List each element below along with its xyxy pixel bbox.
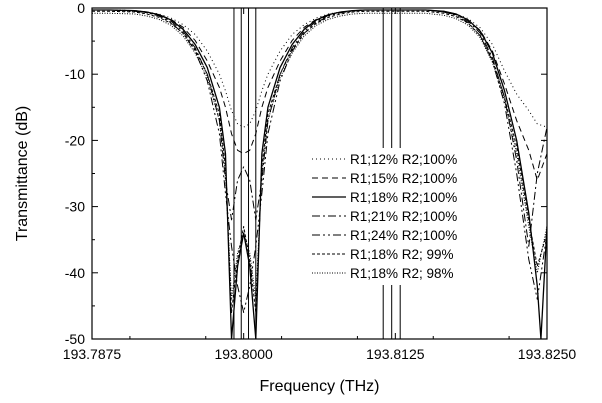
series-line-7 xyxy=(92,12,547,300)
y-tick-label-2: -20 xyxy=(65,132,85,148)
y-tick-label-5: -50 xyxy=(65,331,85,347)
y-tick-label-3: -30 xyxy=(65,199,85,215)
legend-label-6: R1;18% R2; 99% xyxy=(350,247,454,262)
x-tick-label-3: 193.8250 xyxy=(518,346,577,362)
marker-box-0 xyxy=(233,8,257,339)
y-axis-title: Transmittance (dB) xyxy=(14,106,31,241)
legend-label-5: R1;24% R2;100% xyxy=(350,228,457,243)
series-line-1 xyxy=(92,9,547,128)
y-tick-label-1: -10 xyxy=(65,66,85,82)
legend: R1;12% R2;100% R1;15% R2;100% R1;18% R2;10… xyxy=(308,148,494,285)
axis-ticks: 193.7875 193.8000 193.8125 193.8250 0 -10 -20 -… xyxy=(63,0,577,362)
legend-label-3: R1;18% R2;100% xyxy=(350,190,457,205)
legend-label-1: R1;12% R2;100% xyxy=(350,152,457,167)
series-line-3 xyxy=(92,9,547,339)
legend-label-2: R1;15% R2;100% xyxy=(350,171,457,186)
x-tick-label-0: 193.7875 xyxy=(63,346,122,362)
x-tick-label-1: 193.8000 xyxy=(214,346,273,362)
y-tick-label-4: -40 xyxy=(65,265,85,281)
series-line-4 xyxy=(92,9,547,247)
legend-label-7: R1;18% R2; 98% xyxy=(350,266,454,281)
x-tick-label-2: 193.8125 xyxy=(366,346,425,362)
legend-label-4: R1;21% R2;100% xyxy=(350,209,457,224)
y-tick-label-0: 0 xyxy=(77,0,85,16)
series-lines xyxy=(92,9,547,339)
x-axis-title: Frequency (THz) xyxy=(259,378,379,395)
